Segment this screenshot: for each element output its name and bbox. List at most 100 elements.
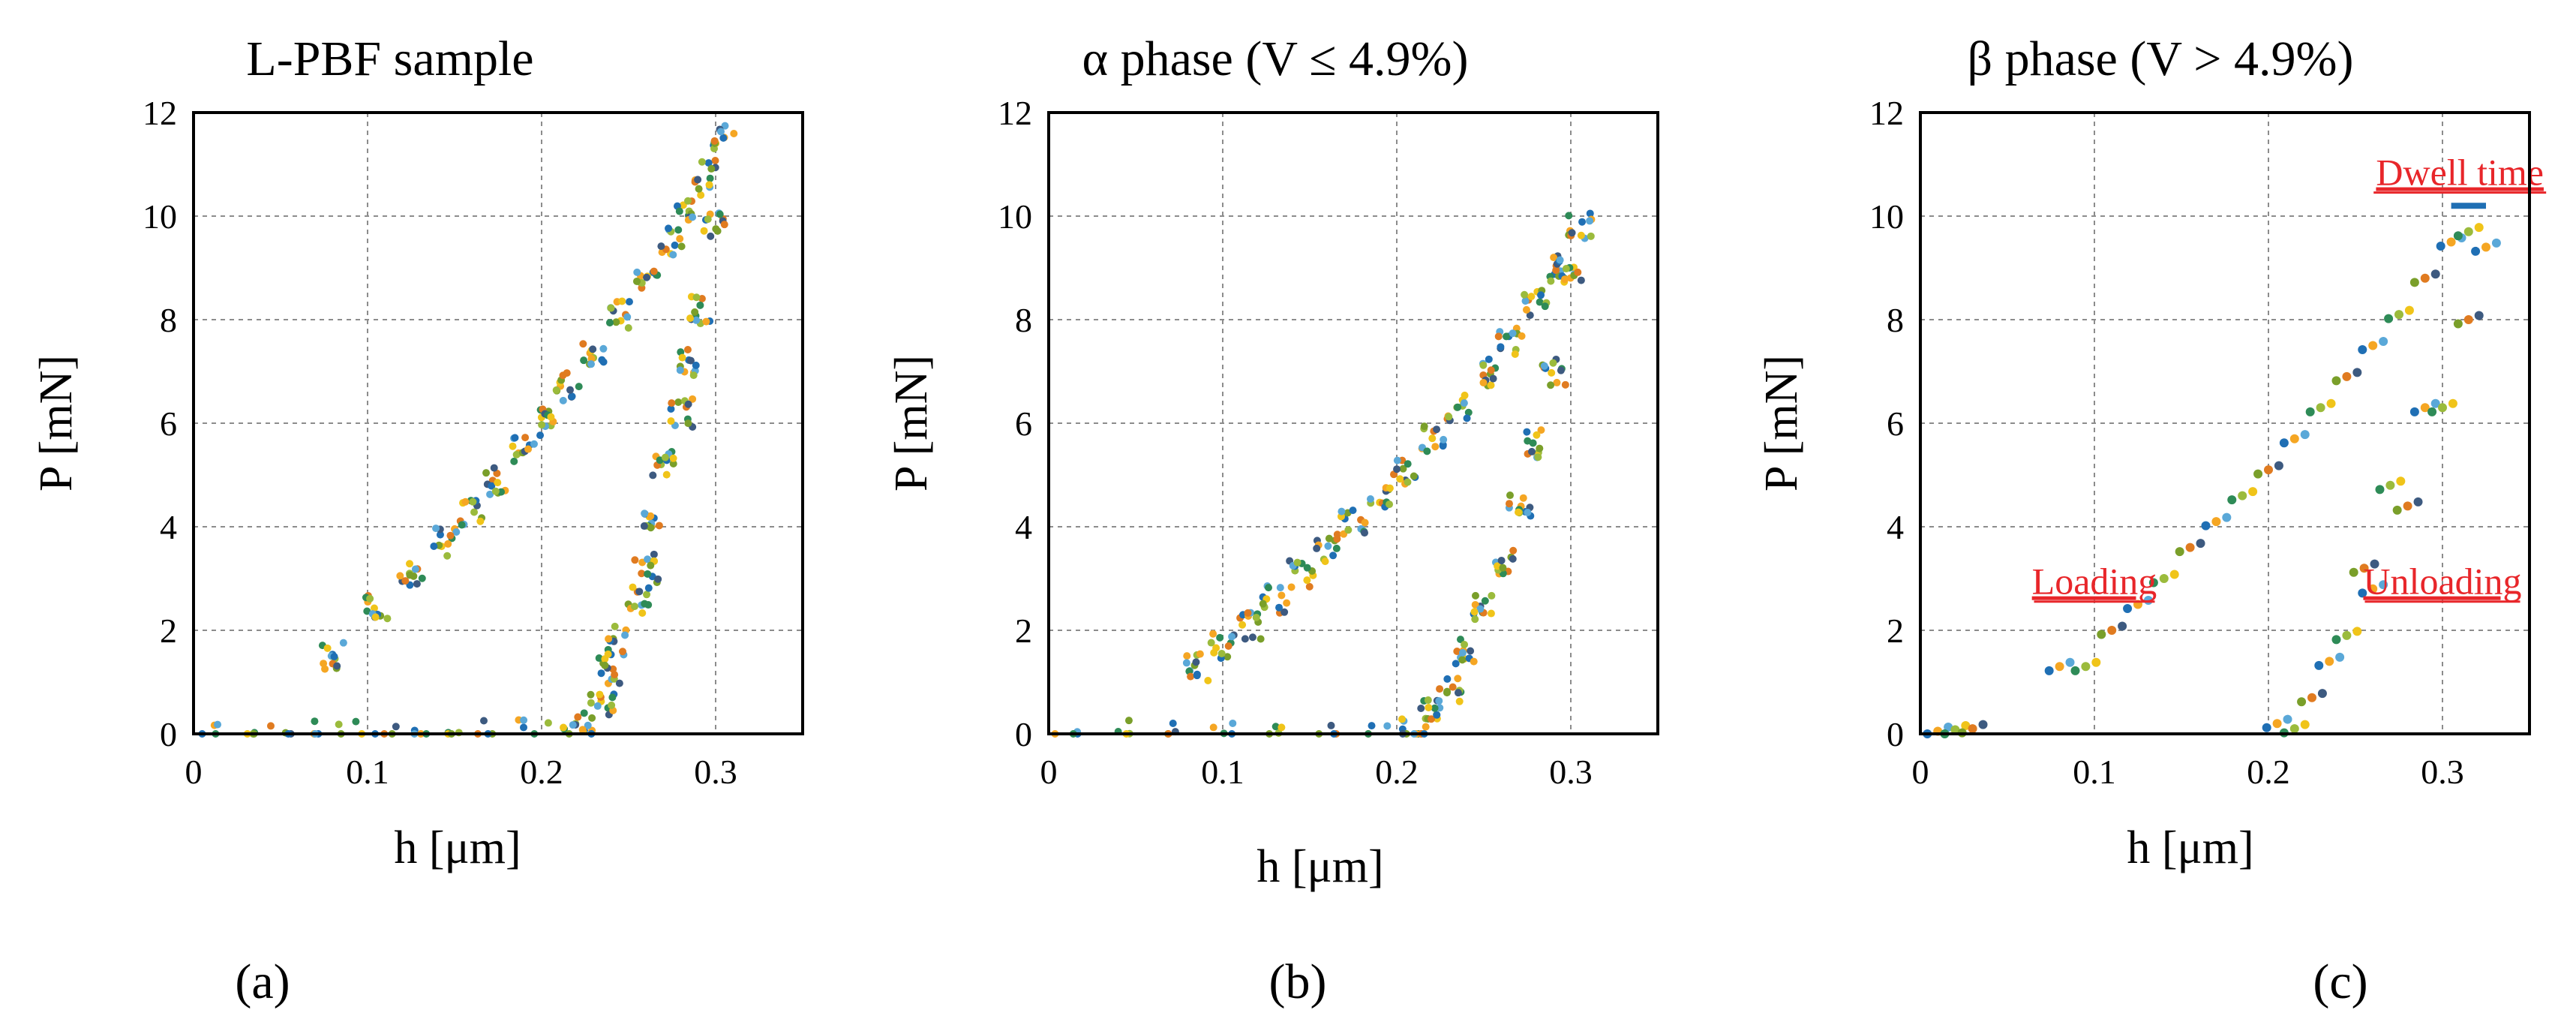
data-point bbox=[605, 635, 613, 643]
data-point bbox=[2211, 517, 2221, 527]
data-point bbox=[644, 570, 652, 578]
data-point bbox=[1537, 426, 1545, 434]
y-tick-label: 8 bbox=[1887, 301, 1904, 339]
data-point bbox=[509, 442, 517, 450]
data-point bbox=[674, 398, 683, 406]
data-point bbox=[1509, 329, 1517, 338]
data-point bbox=[1524, 437, 1532, 445]
data-point bbox=[1587, 232, 1595, 240]
data-point bbox=[392, 723, 400, 731]
data-point bbox=[1445, 413, 1453, 421]
data-point bbox=[683, 345, 692, 353]
data-point bbox=[443, 552, 452, 560]
data-point bbox=[665, 224, 673, 233]
data-point bbox=[1256, 635, 1265, 643]
data-point bbox=[1506, 491, 1514, 500]
data-point bbox=[311, 717, 319, 726]
data-point bbox=[596, 690, 604, 699]
data-point bbox=[1361, 519, 1369, 527]
data-point bbox=[2283, 714, 2292, 724]
y-tick-label: 8 bbox=[160, 301, 177, 339]
data-point bbox=[2305, 407, 2315, 416]
data-point bbox=[2185, 543, 2195, 552]
data-point bbox=[524, 445, 533, 453]
data-point bbox=[2438, 403, 2447, 413]
x-tick-label: 0.2 bbox=[520, 753, 563, 791]
data-point bbox=[580, 709, 588, 717]
data-point bbox=[695, 185, 703, 193]
data-point bbox=[587, 360, 596, 368]
data-point bbox=[2342, 630, 2352, 640]
data-point bbox=[1509, 546, 1518, 555]
data-point bbox=[1561, 275, 1569, 284]
data-point bbox=[1453, 647, 1461, 655]
data-point bbox=[635, 588, 644, 596]
data-point bbox=[1562, 265, 1570, 273]
data-point bbox=[630, 603, 638, 611]
data-point bbox=[2481, 242, 2490, 252]
data-point bbox=[1454, 403, 1462, 411]
data-point bbox=[476, 517, 485, 525]
data-point bbox=[686, 356, 695, 365]
data-point bbox=[1277, 591, 1286, 600]
data-point bbox=[1463, 414, 1471, 422]
data-point bbox=[2307, 693, 2316, 702]
y-tick-label: 6 bbox=[1015, 404, 1032, 443]
y-tick-label: 2 bbox=[160, 612, 177, 650]
y-tick-label: 2 bbox=[1015, 612, 1032, 650]
data-point bbox=[621, 631, 629, 639]
data-point bbox=[1229, 719, 1237, 727]
data-point bbox=[671, 241, 679, 249]
data-point bbox=[2491, 238, 2501, 248]
data-point bbox=[2201, 521, 2211, 531]
data-point bbox=[1212, 644, 1220, 652]
data-point bbox=[599, 344, 608, 353]
data-point bbox=[1383, 722, 1392, 730]
data-point bbox=[2262, 723, 2271, 732]
data-point bbox=[669, 460, 677, 468]
data-point bbox=[601, 661, 609, 669]
data-point bbox=[1548, 368, 1556, 377]
data-point bbox=[2238, 491, 2247, 500]
data-point bbox=[1479, 361, 1488, 369]
data-point bbox=[1561, 380, 1569, 389]
data-point bbox=[711, 157, 719, 165]
data-point bbox=[643, 591, 651, 599]
data-point bbox=[2091, 657, 2101, 667]
data-point bbox=[1497, 343, 1505, 351]
data-point bbox=[667, 417, 675, 425]
data-point bbox=[1368, 722, 1376, 730]
data-point bbox=[1423, 447, 1431, 455]
data-point bbox=[706, 174, 714, 182]
data-point bbox=[710, 137, 719, 145]
data-point bbox=[1425, 703, 1433, 711]
data-point bbox=[1324, 542, 1332, 550]
data-point bbox=[1209, 723, 1217, 732]
data-point bbox=[2375, 485, 2385, 494]
data-point bbox=[430, 543, 438, 551]
data-point bbox=[650, 267, 658, 275]
data-point bbox=[1187, 672, 1195, 681]
data-point bbox=[611, 671, 619, 679]
data-point bbox=[1277, 723, 1286, 732]
data-point bbox=[632, 277, 641, 285]
data-point bbox=[2385, 480, 2395, 490]
data-point bbox=[2326, 398, 2336, 408]
data-point bbox=[1524, 508, 1532, 516]
data-point bbox=[559, 396, 567, 404]
data-point bbox=[623, 313, 632, 321]
data-point bbox=[647, 512, 655, 520]
y-tick-label: 12 bbox=[143, 94, 177, 132]
data-point bbox=[1325, 534, 1333, 543]
data-point bbox=[1556, 256, 1564, 264]
data-point bbox=[2289, 434, 2299, 443]
data-point bbox=[588, 714, 596, 722]
data-point bbox=[266, 722, 275, 730]
data-point bbox=[1366, 495, 1374, 503]
data-point bbox=[470, 508, 479, 516]
data-point bbox=[411, 565, 419, 573]
data-point bbox=[486, 490, 494, 498]
data-point bbox=[1950, 725, 1960, 735]
data-point bbox=[1518, 332, 1526, 340]
data-point bbox=[1961, 720, 1971, 730]
